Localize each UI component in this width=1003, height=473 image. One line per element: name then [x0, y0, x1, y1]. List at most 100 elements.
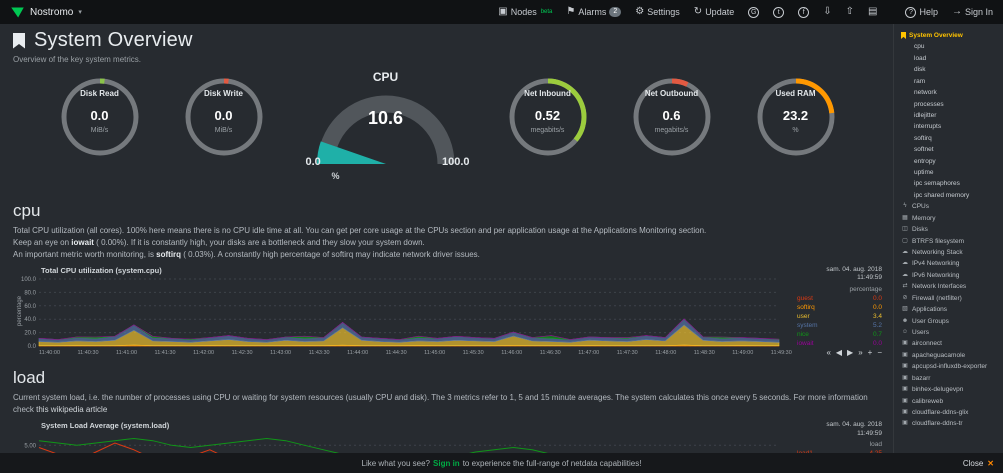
sidebar-item-label: binhex-delugevpn	[912, 386, 964, 394]
sidebar-item-cpus[interactable]: ϟ CPUs	[901, 201, 1000, 212]
update-button[interactable]: ↻ Update	[694, 7, 734, 18]
alarms-count-badge: 2	[609, 7, 622, 17]
legend-item-iowait[interactable]: iowait 0.0	[797, 339, 882, 348]
step-back-icon[interactable]: ◀	[835, 348, 843, 358]
sidebar-subitem-softnet[interactable]: softnet	[901, 144, 1000, 155]
sidebar-item-users[interactable]: ☺ Users	[901, 327, 1000, 338]
sidebar-item-label: entropy	[914, 157, 936, 165]
print-button[interactable]: ▤	[868, 7, 877, 17]
pan-right-icon[interactable]: »	[858, 348, 863, 358]
node-selector[interactable]: Nostromo ▾	[10, 5, 82, 20]
signin-button[interactable]: → Sign In	[952, 7, 993, 18]
gauge-net-outbound[interactable]: Net Outbound 0.6 megabits/s	[626, 74, 718, 182]
legend-item-guest[interactable]: guest 0.0	[797, 294, 882, 303]
sidebar-item-calibreweb[interactable]: ▣ calibreweb	[901, 396, 1000, 407]
sidebar-item-apcupsd-influxdb-exporter[interactable]: ▣ apcupsd-influxdb-exporter	[901, 361, 1000, 372]
pan-left-icon[interactable]: «	[826, 348, 831, 358]
legend-item-user[interactable]: user 3.4	[797, 312, 882, 321]
topbar-right: ? Help → Sign In	[905, 6, 993, 18]
sidebar-subitem-cpu[interactable]: cpu	[901, 41, 1000, 52]
facebook-button[interactable]: f	[798, 6, 810, 18]
sidebar-item-firewall-netfilter-[interactable]: ⊘ Firewall (netfilter)	[901, 293, 1000, 304]
chart-title: System Load Average (system.load)	[41, 421, 170, 431]
wikipedia-link[interactable]: this wikipedia article	[36, 405, 108, 415]
sidebar-item-label: Users	[912, 328, 929, 336]
sidebar-item-ipv4-networking[interactable]: ☁ IPv4 Networking	[901, 258, 1000, 269]
legend-item-system[interactable]: system 5.2	[797, 321, 882, 330]
sidebar-item-cloudflare-ddns-tr[interactable]: ▣ cloudflare-ddns-tr	[901, 418, 1000, 429]
sidebar-subitem-ram[interactable]: ram	[901, 76, 1000, 87]
sidebar-item-binhex-delugevpn[interactable]: ▣ binhex-delugevpn	[901, 384, 1000, 395]
gauge-value: 0.0	[90, 108, 109, 123]
cpu-chart-canvas[interactable]: 100.0 80.0 60.0 40.0 20.0 0.0	[13, 275, 781, 349]
sidebar-item-system-overview[interactable]: System Overview	[901, 30, 1000, 41]
sidebar-item-btrfs-filesystem[interactable]: ▢ BTRFS filesystem	[901, 236, 1000, 247]
sidebar-subitem-load[interactable]: load	[901, 53, 1000, 64]
sidebar-item-label: load	[914, 54, 927, 62]
play-icon[interactable]: ▶	[847, 348, 854, 358]
sidebar-subitem-ipc-shared-memory[interactable]: ipc shared memory	[901, 190, 1000, 201]
nodes-button[interactable]: ▣ Nodes beta	[498, 7, 552, 18]
y-axis-label: percentage	[17, 295, 23, 327]
sidebar-item-apacheguacamole[interactable]: ▣ apacheguacamole	[901, 350, 1000, 361]
legend-item-load1[interactable]: load1 4.25	[797, 449, 882, 453]
sidebar-item-label: idlejitter	[914, 111, 937, 119]
sidebar-subitem-entropy[interactable]: entropy	[901, 156, 1000, 167]
gauge-net-inbound[interactable]: Net Inbound 0.52 megabits/s	[502, 74, 594, 182]
svg-text:40.0: 40.0	[24, 317, 36, 323]
twitter-button[interactable]: t	[773, 6, 785, 18]
x-tick-label: 11:49:30	[770, 350, 792, 356]
system-load-chart[interactable]: System Load Average (system.load) 5.004.…	[13, 421, 882, 453]
alarms-button[interactable]: ⚑ Alarms 2	[566, 7, 622, 17]
sidebar-item-user-groups[interactable]: ☻ User Groups	[901, 316, 1000, 327]
sidebar-subitem-processes[interactable]: processes	[901, 99, 1000, 110]
sidebar-subitem-disk[interactable]: disk	[901, 64, 1000, 75]
sidebar-item-applications[interactable]: ▧ Applications	[901, 304, 1000, 315]
github-button[interactable]: G	[748, 6, 760, 18]
gauge-value: 10.6	[367, 108, 404, 128]
sidebar-subitem-softirq[interactable]: softirq	[901, 133, 1000, 144]
sidebar-subitem-ipc-semaphores[interactable]: ipc semaphores	[901, 178, 1000, 189]
node-name: Nostromo	[30, 6, 74, 18]
sidebar-item-label: Disks	[912, 226, 928, 234]
zoom-out-icon[interactable]: −	[877, 348, 882, 358]
sidebar-subitem-idlejitter[interactable]: idlejitter	[901, 110, 1000, 121]
legend-item-softirq[interactable]: softirq 0.0	[797, 303, 882, 312]
sidebar-item-disks[interactable]: ◫ Disks	[901, 224, 1000, 235]
sidebar-item-label: airconnect	[912, 340, 942, 348]
system-cpu-chart[interactable]: Total CPU utilization (system.cpu) perce…	[13, 266, 882, 359]
sidebar-item-label: bazarr	[912, 374, 931, 382]
sidebar-item-bazarr[interactable]: ▣ bazarr	[901, 373, 1000, 384]
section-heading-load: load	[13, 368, 46, 388]
cube-icon: ▣	[902, 420, 908, 427]
export-snapshot-button[interactable]: ⇧	[846, 7, 854, 17]
sidebar-subitem-network[interactable]: network	[901, 87, 1000, 98]
sidebar-item-label: cloudflare-ddns-tr	[912, 420, 963, 428]
import-snapshot-button[interactable]: ⇩	[823, 7, 831, 17]
sidebar-item-network-interfaces[interactable]: ⇄ Network Interfaces	[901, 281, 1000, 292]
sidebar-item-ipv6-networking[interactable]: ☁ IPv6 Networking	[901, 270, 1000, 281]
help-button[interactable]: ? Help	[905, 6, 938, 18]
help-label: Help	[919, 7, 938, 17]
sidebar-item-airconnect[interactable]: ▣ airconnect	[901, 338, 1000, 349]
sidebar-item-networking-stack[interactable]: ☁ Networking Stack	[901, 247, 1000, 258]
banner-close-button[interactable]: Close ✕	[963, 459, 994, 468]
banner-text-pre: Like what you see?	[361, 458, 431, 468]
gauge-disk-read[interactable]: Disk Read 0.0 MiB/s	[54, 74, 146, 182]
sidebar-subitem-uptime[interactable]: uptime	[901, 167, 1000, 178]
sidebar-item-label: ram	[914, 77, 926, 85]
gauge-used-ram[interactable]: Used RAM 23.2%	[750, 74, 842, 182]
sidebar-item-cloudflare-ddns-glix[interactable]: ▣ cloudflare-ddns-glix	[901, 407, 1000, 418]
sidebar-item-memory[interactable]: ▦ Memory	[901, 213, 1000, 224]
load-chart-canvas[interactable]: 5.004.00	[13, 430, 781, 453]
sidebar-item-label: Networking Stack	[912, 249, 963, 257]
gauge-cpu[interactable]: CPU 10.6 0.0 100.0%	[302, 70, 470, 182]
settings-button[interactable]: ⚙ Settings	[635, 7, 680, 18]
section-menu-sidebar[interactable]: System Overview cpu load disk ram network proc…	[893, 24, 1003, 453]
banner-signin-link[interactable]: Sign in	[433, 458, 460, 468]
legend-item-nice[interactable]: nice 0.7	[797, 330, 882, 339]
gauge-disk-write[interactable]: Disk Write 0.0 MiB/s	[178, 74, 270, 182]
zoom-in-icon[interactable]: +	[867, 348, 873, 358]
sidebar-subitem-interrupts[interactable]: interrupts	[901, 121, 1000, 132]
facebook-icon: f	[798, 6, 810, 18]
